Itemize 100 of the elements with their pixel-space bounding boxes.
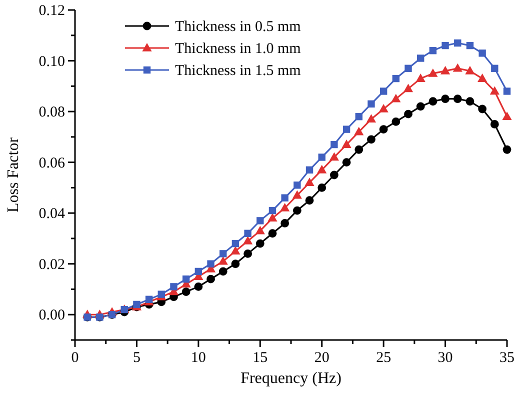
point: [490, 120, 499, 128]
legend-label: Thickness in 1.5 mm: [175, 63, 302, 79]
y-tick-label: 0.04: [38, 206, 66, 222]
point: [230, 246, 240, 255]
point: [342, 140, 352, 148]
point: [244, 230, 252, 237]
point: [491, 64, 498, 72]
y-tick-label: 0.06: [38, 155, 66, 172]
point: [268, 206, 276, 214]
point: [452, 63, 462, 72]
point: [403, 84, 414, 92]
point: [502, 145, 512, 154]
point: [378, 104, 388, 112]
point: [428, 97, 438, 106]
point: [466, 97, 474, 106]
x-tick-label: 0: [71, 350, 79, 366]
point: [281, 194, 288, 202]
point: [280, 219, 290, 228]
x-tick-label: 5: [132, 350, 140, 366]
y-tick-label: 0.02: [38, 256, 65, 273]
y-axis-title: Loss Factor: [5, 136, 22, 213]
point: [194, 282, 203, 291]
x-axis-title: Frequency (Hz): [240, 370, 342, 387]
point: [232, 240, 240, 248]
point: [454, 39, 462, 47]
point: [478, 104, 487, 114]
point: [145, 296, 153, 303]
point: [158, 290, 165, 298]
point: [478, 74, 488, 82]
point: [243, 236, 253, 244]
x-tick-label: 15: [252, 350, 268, 366]
point: [220, 250, 227, 258]
point: [391, 94, 401, 102]
point: [318, 154, 326, 161]
point: [231, 260, 240, 268]
point: [441, 94, 450, 104]
point: [417, 54, 424, 62]
point: [244, 249, 252, 258]
point: [317, 164, 327, 174]
point: [366, 114, 376, 123]
point: [342, 158, 351, 167]
y-tick-label: 0.00: [38, 308, 65, 324]
legend-label: Thickness in 0.5 mm: [175, 19, 302, 35]
point: [440, 66, 450, 74]
point: [354, 126, 364, 136]
point: [453, 94, 462, 104]
point: [280, 203, 290, 212]
point: [256, 217, 264, 224]
point: [304, 178, 314, 186]
point: [367, 135, 376, 144]
point: [379, 125, 388, 134]
point: [268, 229, 277, 238]
point: [292, 190, 302, 199]
point: [218, 256, 228, 265]
point: [342, 126, 350, 133]
point: [392, 117, 400, 126]
point: [218, 267, 228, 276]
point: [170, 283, 178, 290]
point: [318, 183, 326, 192]
point: [442, 42, 449, 50]
point: [268, 213, 278, 222]
point: [502, 112, 512, 120]
point: [182, 275, 190, 283]
point: [354, 145, 364, 154]
point: [292, 206, 302, 215]
point: [294, 182, 301, 189]
x-tick-label: 35: [500, 350, 514, 366]
point: [368, 100, 375, 108]
point: [404, 64, 412, 72]
x-tick-label: 20: [314, 350, 330, 366]
point: [380, 88, 388, 95]
point: [306, 166, 314, 174]
x-tick-label: 10: [190, 350, 206, 366]
point: [503, 88, 511, 95]
point: [428, 68, 438, 77]
point: [182, 288, 190, 296]
point: [330, 170, 338, 180]
point: [490, 86, 500, 95]
point: [404, 110, 412, 118]
point: [478, 50, 486, 57]
point: [416, 74, 426, 82]
point: [330, 140, 338, 148]
point: [255, 226, 265, 234]
point: [256, 239, 264, 248]
point: [429, 47, 437, 54]
point: [466, 42, 474, 50]
point: [305, 196, 314, 205]
point: [329, 152, 339, 161]
point: [416, 102, 425, 111]
y-tick-label: 0.08: [38, 104, 65, 121]
point: [465, 66, 475, 74]
y-tick-label: 0.10: [38, 54, 65, 70]
point: [194, 268, 202, 276]
x-tick-label: 25: [376, 350, 392, 366]
legend-label: Thickness in 1.0 mm: [175, 41, 302, 57]
point: [392, 74, 400, 82]
point: [355, 113, 362, 120]
point: [206, 274, 215, 284]
x-tick-label: 30: [438, 350, 453, 366]
y-tick-label: 0.12: [38, 3, 65, 19]
